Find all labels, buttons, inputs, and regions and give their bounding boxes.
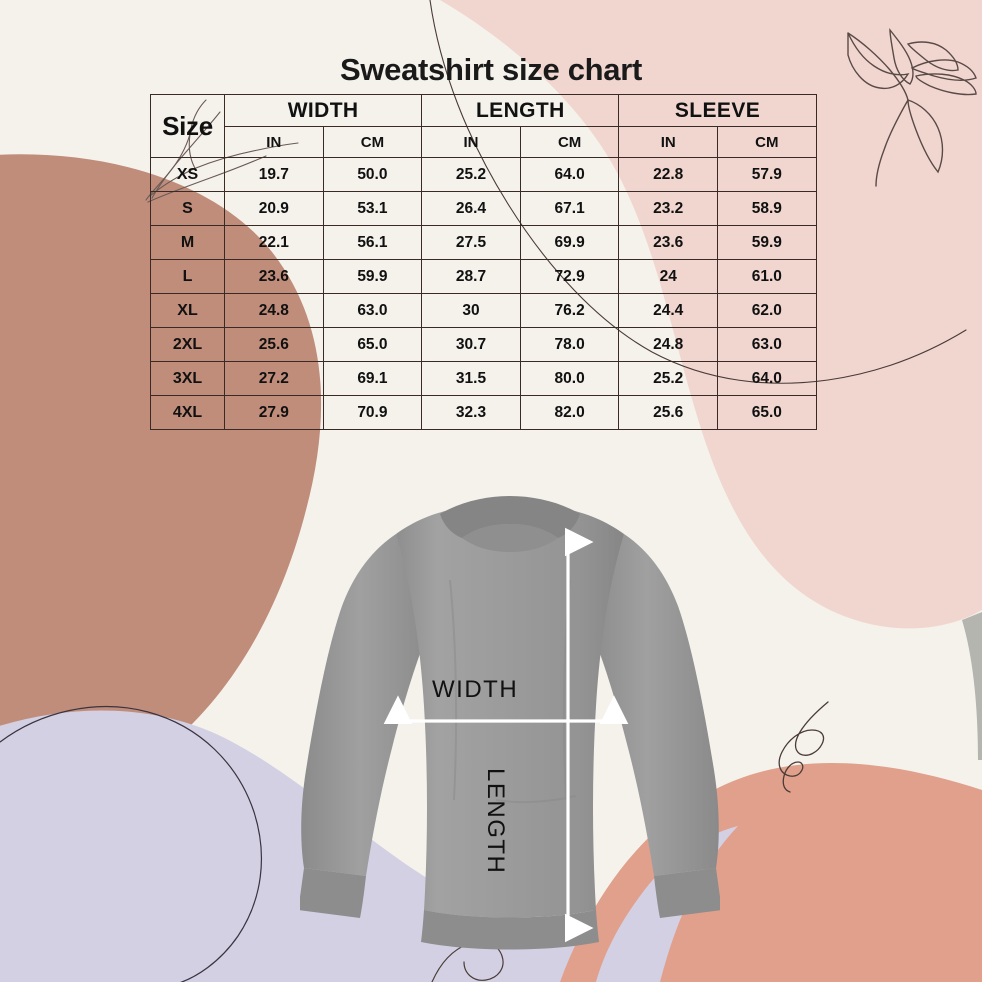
group-header-width: WIDTH [223,94,423,127]
measure-cell: 20.9 [224,191,324,226]
measure-cell: 24.4 [618,293,718,328]
size-cell: XL [150,293,225,328]
measure-cell: 25.6 [224,327,324,362]
measure-cell: 67.1 [519,191,620,226]
measure-cell: 31.5 [421,361,521,396]
measure-cell: 26.4 [421,191,521,226]
measure-cell: 22.8 [618,157,718,192]
size-cell: S [150,191,225,226]
unit-header-width-cm: CM [322,126,423,158]
page-title: Sweatshirt size chart [339,52,643,87]
measure-cell: 65.0 [322,327,423,362]
size-column-header: Size [150,94,225,158]
unit-header-width-in: IN [224,126,324,158]
lavender-blob-bottom-left [0,710,742,982]
unit-header-length-in: IN [421,126,521,158]
measure-cell: 23.2 [618,191,718,226]
table-row: 3XL 27.2 69.1 31.5 80.0 25.2 64.0 [150,361,817,396]
measure-cell: 23.6 [224,259,324,294]
sweatshirt-right-sleeve [588,534,719,876]
table-row: XS 19.7 50.0 25.2 64.0 22.8 57.9 [150,157,817,192]
measure-cell: 27.5 [421,225,521,260]
measure-cell: 19.7 [224,157,324,192]
measure-cell: 64.0 [717,361,817,396]
sweatshirt-neck-opening [462,524,558,552]
sweatshirt-collar [440,496,580,538]
measure-cell: 63.0 [322,293,423,328]
measure-cell: 69.1 [322,361,423,396]
measure-cell: 24.8 [224,293,324,328]
size-cell: XS [150,157,225,192]
measure-cell: 61.0 [717,259,817,294]
measure-cell: 30.7 [421,327,521,362]
measure-cell: 27.9 [224,395,324,430]
measure-cell: 70.9 [322,395,423,430]
loop-squiggle-doodle [778,701,829,793]
table-row: XL 24.8 63.0 30 76.2 24.4 62.0 [150,293,817,328]
size-chart-table: Size WIDTH LENGTH SLEEVE IN CM IN CM IN … [150,94,817,430]
measure-cell: 65.0 [717,395,817,430]
measure-cell: 82.0 [519,395,620,430]
grey-sliver-right [962,612,982,760]
bottom-center-squiggle-doodle [431,941,504,982]
size-cell: 4XL [150,395,225,430]
unit-header-length-cm: CM [519,126,620,158]
table-body: XS 19.7 50.0 25.2 64.0 22.8 57.9 S 20.9 53.1 26.4 6… [150,157,817,430]
size-chart-table-wrap: Size WIDTH LENGTH SLEEVE IN CM IN CM IN … [150,94,817,430]
measure-cell: 30 [421,293,521,328]
measure-cell: 76.2 [519,293,620,328]
measure-cell: 59.9 [322,259,423,294]
measure-cell: 32.3 [421,395,521,430]
measure-cell: 72.9 [519,259,620,294]
unit-header-sleeve-cm: CM [717,126,817,158]
cream-wedge-bottom [690,660,982,790]
group-header-sleeve: SLEEVE [618,94,817,127]
measure-cell: 62.0 [717,293,817,328]
size-cell: M [150,225,225,260]
measure-cell: 64.0 [519,157,620,192]
measure-cell: 25.6 [618,395,718,430]
measure-cell: 56.1 [322,225,423,260]
width-measurement-label: WIDTH [432,676,519,703]
sweatshirt-right-cuff [654,868,720,918]
table-group-header-row: Size WIDTH LENGTH SLEEVE [150,94,817,158]
small-squiggle-doodle [0,706,263,982]
sweatshirt-hem [421,910,599,950]
measure-cell: 58.9 [717,191,817,226]
measure-cell: 57.9 [717,157,817,192]
table-row: M 22.1 56.1 27.5 69.9 23.6 59.9 [150,225,817,260]
measure-cell: 80.0 [519,361,620,396]
measure-cell: 28.7 [421,259,521,294]
table-row: L 23.6 59.9 28.7 72.9 24 61.0 [150,259,817,294]
measure-cell: 25.2 [618,361,718,396]
leaf-sprig-icon [847,28,977,187]
measure-cell: 50.0 [322,157,423,192]
measure-cell: 53.1 [322,191,423,226]
measure-cell: 23.6 [618,225,718,260]
measure-cell: 59.9 [717,225,817,260]
sweatshirt-left-sleeve [301,534,432,876]
table-unit-header-row: IN CM IN CM IN CM [151,126,817,158]
size-cell: 3XL [150,361,225,396]
measure-cell: 63.0 [717,327,817,362]
table-row: 2XL 25.6 65.0 30.7 78.0 24.8 63.0 [150,327,817,362]
unit-header-sleeve-in: IN [618,126,718,158]
length-measurement-label: LENGTH [482,768,509,875]
measure-cell: 24 [618,259,718,294]
size-cell: 2XL [150,327,225,362]
sweatshirt-left-cuff [300,868,366,918]
measure-cell: 22.1 [224,225,324,260]
table-head: Size WIDTH LENGTH SLEEVE IN CM IN CM IN … [150,94,817,158]
size-cell: L [150,259,225,294]
group-header-length: LENGTH [421,94,620,127]
measure-cell: 69.9 [519,225,620,260]
table-row: 4XL 27.9 70.9 32.3 82.0 25.6 65.0 [150,395,817,430]
table-row: S 20.9 53.1 26.4 67.1 23.2 58.9 [150,191,817,226]
measure-cell: 27.2 [224,361,324,396]
measure-cell: 25.2 [421,157,521,192]
measure-cell: 78.0 [519,327,620,362]
measure-cell: 24.8 [618,327,718,362]
